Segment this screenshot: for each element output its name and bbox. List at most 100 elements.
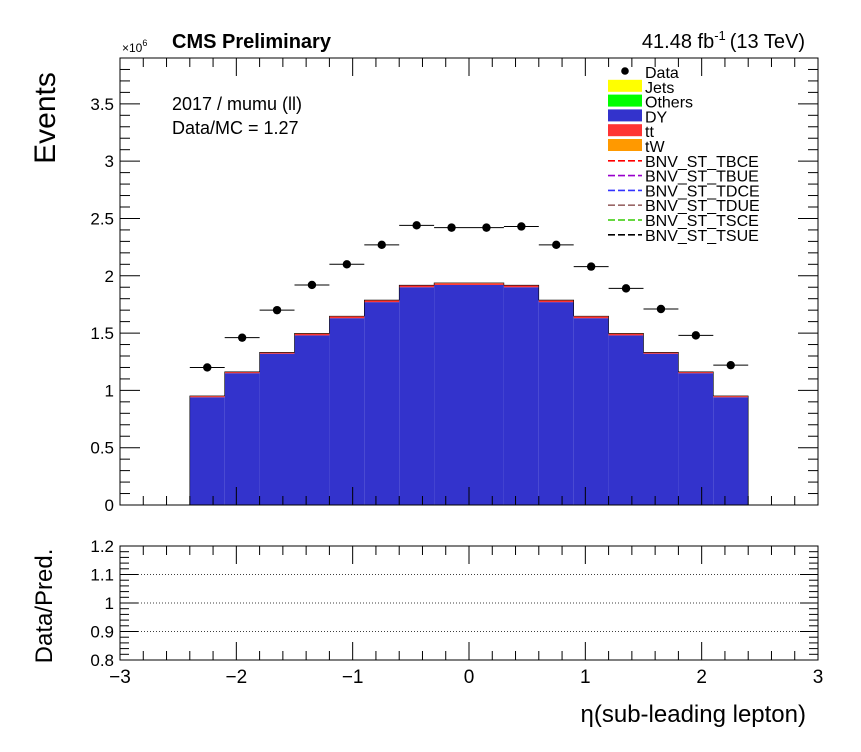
bar-dy-3: [224, 373, 260, 505]
bar-tt-16: [678, 372, 714, 374]
bar-tt-6: [329, 316, 365, 319]
bar-dy-17: [713, 397, 749, 505]
data-point-5: [377, 240, 386, 250]
legend-label-others: Others: [645, 95, 693, 112]
bar-tt-11: [503, 285, 539, 288]
ratio-reference-lines: [120, 574, 818, 632]
bar-dy-15: [643, 353, 679, 505]
legend-label-tt: tt: [645, 124, 654, 141]
experiment-label: CMS Preliminary: [172, 31, 332, 53]
data-point-13: [656, 304, 666, 314]
bar-dy-13: [573, 318, 609, 505]
bar-dy-9: [434, 284, 469, 505]
bar-tt-4: [259, 352, 295, 354]
ratio-xtick-label: 0: [464, 667, 475, 688]
main-ytick-label: 0: [105, 496, 114, 515]
legend-label-dy: DY: [645, 109, 668, 126]
bar-dy-12: [538, 302, 574, 505]
bar-dy-14: [608, 335, 644, 505]
data-point-12: [621, 284, 631, 293]
data-point-2: [272, 305, 282, 315]
data-point-4: [342, 260, 352, 269]
data-point-6: [412, 221, 421, 230]
stack-outline: [120, 282, 818, 506]
x-axis-title: η(sub-leading lepton): [581, 701, 806, 728]
data-point-9: [517, 222, 526, 231]
legend-label-bnv-st-tdue: BNV_ST_TDUE: [645, 198, 760, 215]
lumi-label: 41.48 fb-1 (13 TeV): [642, 28, 805, 53]
ratio-xtick-label: −3: [109, 667, 131, 688]
bar-tt-15: [643, 352, 679, 354]
data-point-1: [237, 333, 247, 342]
data-point-15: [726, 360, 735, 370]
ratio-xtick-label: 1: [580, 667, 591, 688]
bar-tt-14: [608, 333, 644, 336]
legend-swatch-dy: [608, 109, 642, 122]
main-ytick-label: 1: [105, 381, 114, 400]
bar-dy-5: [294, 335, 330, 505]
stacked-bars: [120, 282, 818, 506]
bar-tt-13: [573, 316, 609, 319]
bar-dy-4: [259, 353, 295, 505]
bar-tt-5: [294, 333, 330, 336]
ratio-xtick-label: 3: [813, 667, 824, 688]
bar-dy-11: [503, 287, 539, 505]
ratio-xtick-label: −2: [225, 667, 247, 688]
data-point-3: [307, 280, 317, 290]
main-y-axis: 0 0.5 1 1.5 2 2.5 3 3.5: [90, 68, 818, 515]
main-ytick-label: 3.5: [90, 95, 114, 114]
bar-tt-8: [399, 285, 435, 288]
main-y-axis-title: Events: [29, 72, 62, 164]
ratio-ytick-label: 0.9: [90, 623, 114, 642]
legend-swatch-jets: [608, 79, 642, 92]
ratio-ytick-label: 0.8: [90, 651, 114, 670]
data-point-0: [203, 363, 212, 372]
bar-dy-2: [189, 397, 225, 505]
ratio-annotation: Data/MC = 1.27: [172, 118, 299, 138]
main-ytick-label: 2.5: [90, 209, 114, 228]
legend-label-data: Data: [645, 65, 679, 82]
bar-dy-10: [469, 284, 504, 505]
data-point-8: [482, 223, 491, 232]
bar-tt-12: [538, 300, 574, 303]
legend-label-bnv-st-tdce: BNV_ST_TDCE: [645, 183, 760, 200]
bar-tt-7: [364, 300, 400, 303]
bar-dy-7: [364, 302, 400, 505]
bar-tt-17: [713, 396, 749, 398]
ratio-ytick-label: 1.1: [90, 566, 114, 585]
data-point-7: [447, 223, 456, 232]
data-point-14: [691, 331, 701, 340]
legend-label-bnv-st-tbue: BNV_ST_TBUE: [645, 169, 759, 186]
ratio-y-axis: 0.8 0.9 1 1.1 1.2: [90, 537, 818, 670]
data-points: [189, 221, 749, 372]
main-ytick-label: 1.5: [90, 324, 114, 343]
legend-label-bnv-st-tsue: BNV_ST_TSUE: [645, 228, 759, 245]
legend-swatch-others: [608, 94, 642, 107]
legend-swatch-tt: [608, 124, 642, 137]
ratio-y-axis-title: Data/Pred.: [31, 549, 58, 664]
main-ytick-label: 3: [105, 152, 114, 171]
legend-swatch-tw: [608, 139, 642, 151]
bar-dy-8: [399, 287, 435, 505]
main-ytick-label: 2: [105, 267, 114, 286]
legend-label-bnv-st-tbce: BNV_ST_TBCE: [645, 154, 759, 171]
legend-label-bnv-st-tsce: BNV_ST_TSCE: [645, 213, 759, 230]
channel-annotation: 2017 / mumu (ll): [172, 94, 302, 114]
ratio-ytick-label: 1: [105, 594, 114, 613]
main-x-ticks: [119, 58, 819, 505]
data-point-10: [552, 240, 561, 250]
legend-marker-data: [621, 67, 629, 75]
legend: DataJetsOthersDYtttWBNV_ST_TBCEBNV_ST_TB…: [608, 65, 760, 245]
data-point-11: [586, 262, 596, 271]
legend-label-jets: Jets: [645, 80, 674, 97]
bar-tt-2: [189, 396, 225, 398]
bar-tt-3: [224, 372, 260, 374]
bar-tt-10: [469, 283, 504, 285]
ratio-plot: 0.8 0.9 1 1.1 1.2 −3 −2 −1 0 1 2 3: [90, 537, 823, 688]
y-scale-label: ×106: [122, 38, 147, 55]
main-plot: 0 0.5 1 1.5 2 2.5 3 3.5: [90, 57, 819, 515]
ratio-ytick-label: 1.2: [90, 537, 114, 556]
main-ytick-label: 0.5: [90, 439, 114, 458]
ratio-x-axis: −3 −2 −1 0 1 2 3: [109, 546, 823, 688]
